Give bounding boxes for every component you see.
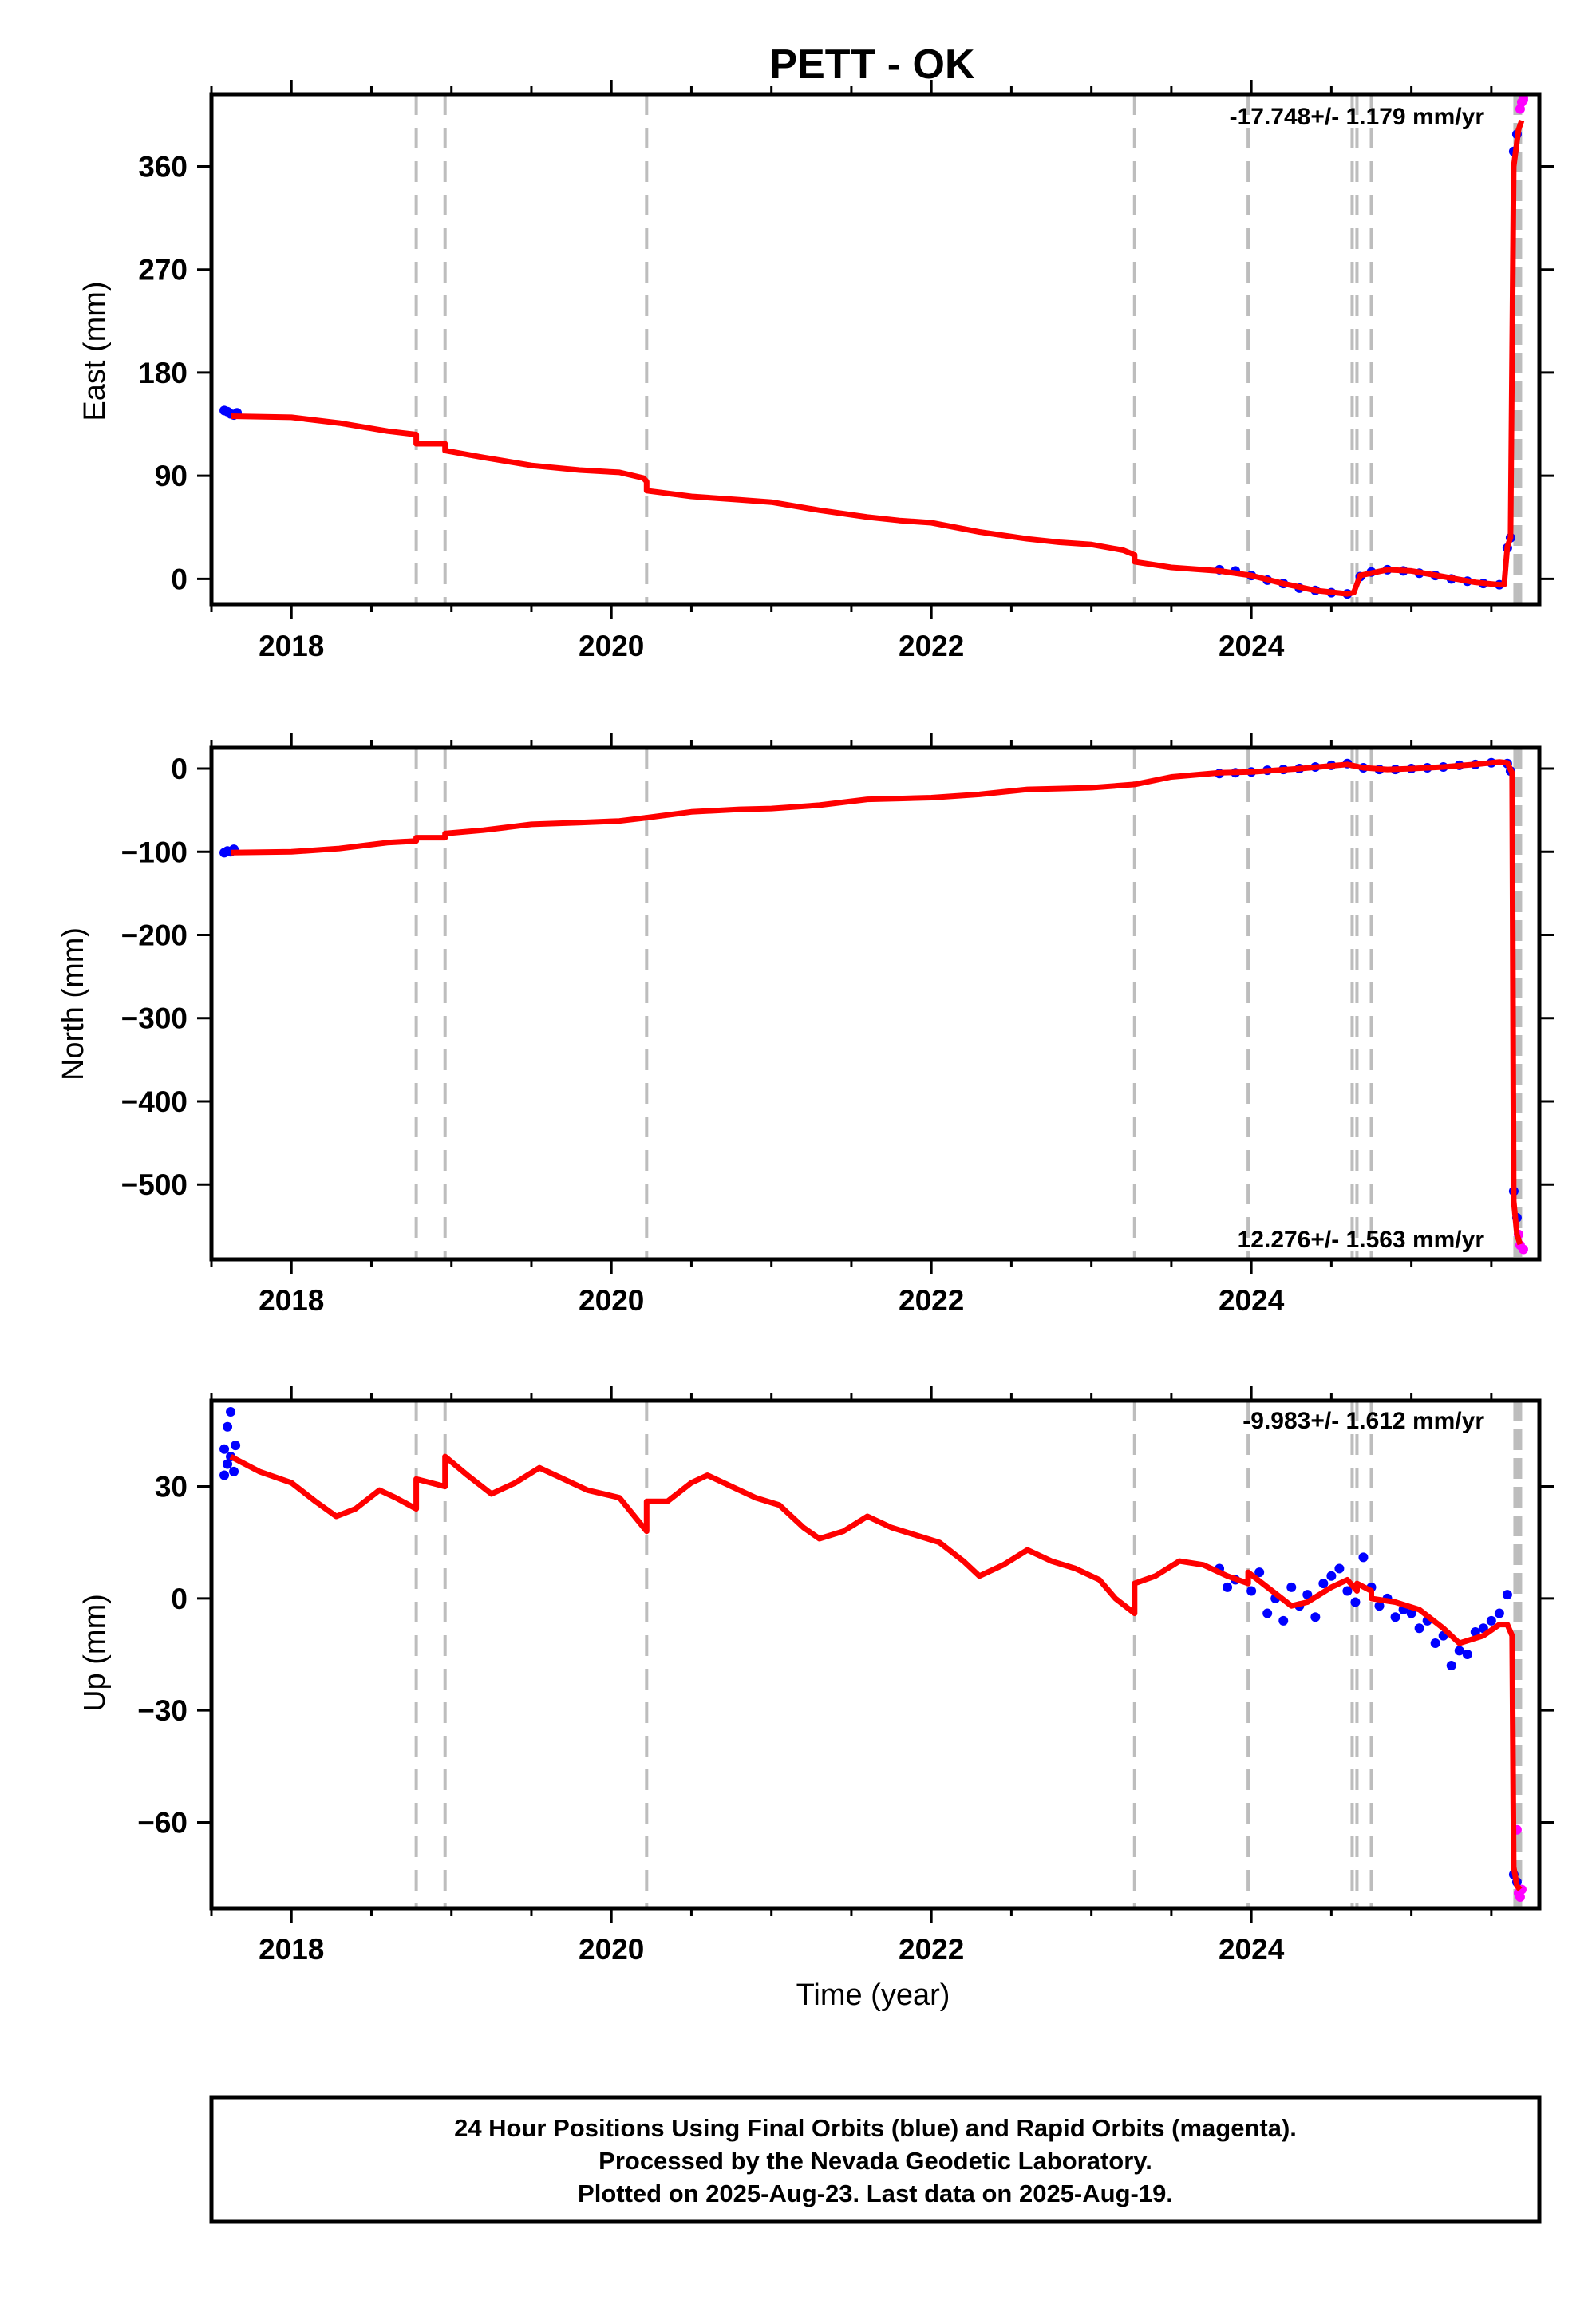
up-y-tick-label-0: −60 bbox=[137, 1806, 188, 1839]
up-panel: 2018 2020 2022 2024 −60 −30 0 30 -9.983+/- 1.61… bbox=[78, 1386, 1554, 2012]
up-y-axis-label: Up (mm) bbox=[78, 1594, 112, 1712]
up-final-point-1 bbox=[219, 1444, 230, 1454]
north-rapid-point-2 bbox=[1518, 1244, 1528, 1255]
up-final-point-16 bbox=[1286, 1582, 1297, 1592]
up-final-point-23 bbox=[1342, 1586, 1353, 1596]
north-frame bbox=[209, 745, 1542, 1262]
up-final-point-24 bbox=[1350, 1597, 1361, 1607]
north-x-tick-label-2: 2022 bbox=[899, 1284, 964, 1317]
east-x-tick-label-1: 2020 bbox=[579, 630, 644, 662]
up-final-point-38 bbox=[1462, 1650, 1472, 1659]
up-final-point-36 bbox=[1446, 1661, 1456, 1671]
up-rapid-point-2 bbox=[1515, 1891, 1525, 1902]
up-final-point-32 bbox=[1414, 1623, 1424, 1634]
up-frame bbox=[209, 1398, 1542, 1911]
north-data-layer: 2018 2020 2022 2024 −500 −400 −300 −200 −100 0 bbox=[121, 733, 1554, 1317]
up-data-layer: 2018 2020 2022 2024 −60 −30 0 30 bbox=[137, 1386, 1554, 1966]
east-y-tick-label-0: 0 bbox=[171, 563, 188, 595]
up-final-point-6 bbox=[229, 1466, 239, 1476]
east-panel: 2018 2020 2022 2024 0 90 180 270 360 -17.748+/- … bbox=[78, 80, 1554, 662]
up-plot-area bbox=[219, 1401, 1527, 1908]
east-y-tick-label-1: 90 bbox=[155, 460, 188, 492]
north-fit-line bbox=[231, 759, 1523, 1246]
north-y-tick-label-2: −300 bbox=[121, 1002, 188, 1035]
north-panel: 2018 2020 2022 2024 −500 −400 −300 −200 −100 0 12… bbox=[57, 733, 1554, 1317]
up-final-point-15 bbox=[1278, 1615, 1289, 1626]
up-rate-label: -9.983+/- 1.612 mm/yr bbox=[1242, 1408, 1484, 1434]
east-x-tick-label-0: 2018 bbox=[259, 630, 324, 662]
north-y-tick-label-0: −500 bbox=[121, 1168, 188, 1201]
up-final-point-25 bbox=[1358, 1552, 1369, 1563]
east-rapid-point-3 bbox=[1518, 95, 1528, 105]
caption-box: 24 Hour Positions Using Final Orbits (bl… bbox=[209, 2095, 1542, 2224]
up-final-point-42 bbox=[1494, 1608, 1504, 1618]
up-final-point-22 bbox=[1334, 1563, 1345, 1574]
up-final-point-11 bbox=[1246, 1586, 1257, 1596]
up-y-tick-label-3: 30 bbox=[155, 1471, 188, 1504]
east-x-tick-label-2: 2022 bbox=[899, 630, 964, 662]
north-y-tick-label-3: −200 bbox=[121, 919, 188, 952]
up-final-point-3 bbox=[223, 1459, 233, 1469]
north-y-tick-label-1: −400 bbox=[121, 1085, 188, 1118]
up-final-point-2 bbox=[223, 1421, 233, 1432]
east-y-tick-label-3: 270 bbox=[138, 254, 188, 287]
up-x-tick-label-3: 2024 bbox=[1219, 1933, 1285, 1966]
up-fit-line bbox=[229, 1453, 1523, 1891]
caption-line-3: Plotted on 2025-Aug-23. Last data on 202… bbox=[578, 2180, 1173, 2207]
north-rate-label: 12.276+/- 1.563 mm/yr bbox=[1238, 1227, 1485, 1253]
up-final-point-13 bbox=[1262, 1608, 1273, 1618]
up-x-tick-label-1: 2020 bbox=[579, 1933, 644, 1966]
north-x-tick-label-1: 2020 bbox=[579, 1284, 644, 1317]
east-plot-area bbox=[219, 94, 1528, 604]
up-final-point-0 bbox=[219, 1470, 230, 1480]
up-y-tick-label-1: −30 bbox=[137, 1694, 188, 1727]
up-final-point-7 bbox=[231, 1441, 241, 1451]
up-final-point-43 bbox=[1502, 1590, 1512, 1600]
east-y-axis-label: East (mm) bbox=[78, 281, 112, 421]
up-final-point-29 bbox=[1390, 1612, 1400, 1622]
up-x-tick-label-2: 2022 bbox=[899, 1933, 964, 1966]
up-final-point-9 bbox=[1223, 1582, 1233, 1592]
up-final-point-31 bbox=[1406, 1608, 1416, 1618]
east-fit-line bbox=[231, 119, 1525, 597]
up-y-tick-label-2: 0 bbox=[171, 1583, 188, 1615]
north-y-axis-label: North (mm) bbox=[57, 927, 90, 1081]
east-frame bbox=[209, 92, 1542, 607]
north-y-tick-label-5: 0 bbox=[171, 753, 188, 785]
up-final-point-41 bbox=[1486, 1615, 1496, 1626]
north-y-tick-label-4: −100 bbox=[121, 836, 188, 868]
caption-line-2: Processed by the Nevada Geodetic Laborat… bbox=[598, 2147, 1152, 2175]
up-final-point-18 bbox=[1302, 1590, 1313, 1600]
east-data-layer: 2018 2020 2022 2024 0 90 180 270 360 bbox=[138, 80, 1554, 662]
x-axis-label: Time (year) bbox=[796, 1978, 950, 2012]
up-x-tick-label-0: 2018 bbox=[259, 1933, 324, 1966]
up-final-point-27 bbox=[1374, 1601, 1385, 1611]
up-final-point-20 bbox=[1318, 1579, 1329, 1589]
east-x-tick-label-3: 2024 bbox=[1219, 630, 1285, 662]
east-y-tick-label-2: 180 bbox=[138, 357, 188, 389]
up-final-point-34 bbox=[1430, 1638, 1440, 1648]
up-final-point-12 bbox=[1254, 1567, 1265, 1578]
up-final-point-37 bbox=[1454, 1646, 1464, 1656]
up-final-point-39 bbox=[1470, 1626, 1480, 1637]
caption-line-1: 24 Hour Positions Using Final Orbits (bl… bbox=[454, 2114, 1297, 2142]
north-x-tick-label-3: 2024 bbox=[1219, 1284, 1285, 1317]
up-final-point-19 bbox=[1310, 1612, 1321, 1622]
east-rate-label: -17.748+/- 1.179 mm/yr bbox=[1230, 104, 1485, 130]
up-final-point-21 bbox=[1326, 1571, 1337, 1581]
north-plot-area bbox=[219, 748, 1528, 1259]
north-x-tick-label-0: 2018 bbox=[259, 1284, 324, 1317]
chart-title: PETT - OK bbox=[769, 41, 975, 88]
east-y-tick-label-4: 360 bbox=[138, 150, 188, 183]
up-final-point-4 bbox=[226, 1407, 236, 1417]
